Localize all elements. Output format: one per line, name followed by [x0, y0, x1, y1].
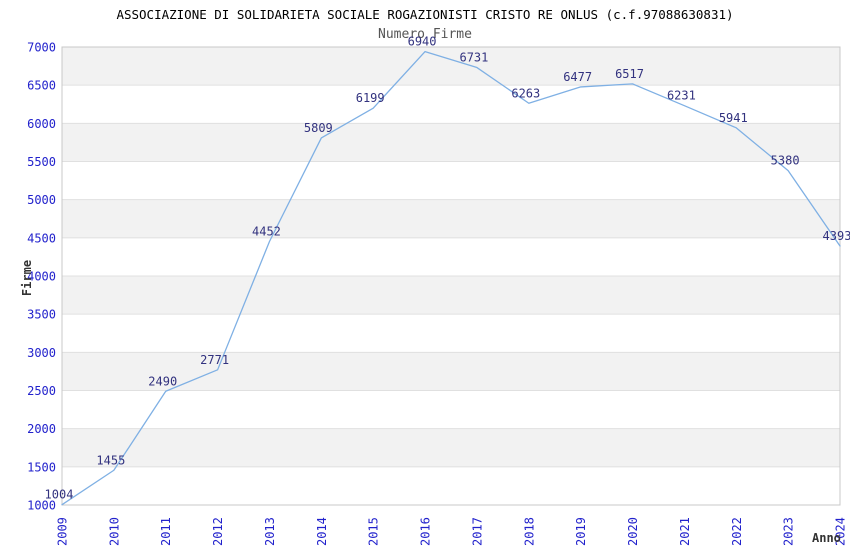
point-label: 6199 [356, 91, 385, 105]
plot-band [62, 123, 840, 162]
x-tick-label: 2024 [834, 517, 848, 546]
y-tick-label: 5500 [27, 155, 56, 169]
x-tick-label: 2014 [315, 517, 329, 546]
chart-title: ASSOCIAZIONE DI SOLIDARIETA SOCIALE ROGA… [116, 7, 734, 22]
point-label: 4452 [252, 224, 281, 238]
y-tick-label: 4500 [27, 231, 56, 245]
plot-band [62, 237, 840, 276]
y-tick-label: 5000 [27, 193, 56, 207]
x-tick-label: 2016 [419, 517, 433, 546]
x-tick-label: 2010 [107, 517, 121, 546]
y-tick-label: 4000 [27, 270, 56, 284]
point-label: 2771 [200, 353, 229, 367]
y-tick-label: 2000 [27, 422, 56, 436]
x-tick-label: 2023 [782, 517, 796, 546]
plot-border [61, 46, 841, 506]
x-tick-label: 2018 [522, 517, 536, 546]
y-tick-label: 1500 [27, 460, 56, 474]
point-label: 4393 [823, 229, 850, 243]
chart-subtitle: Numero Firme [378, 27, 472, 42]
y-axis-title: Firme [20, 259, 34, 297]
y-tick-label: 1000 [27, 499, 56, 513]
point-label: 6477 [563, 70, 592, 84]
x-tick-label: 2009 [56, 517, 70, 546]
plot-band [62, 466, 840, 505]
plot-band [62, 276, 840, 315]
point-label: 6231 [667, 89, 696, 103]
point-label: 6263 [511, 86, 540, 100]
x-axis-title: Anno [812, 531, 841, 545]
plot-band [62, 161, 840, 200]
y-tick-label: 2500 [27, 384, 56, 398]
y-tick-label: 6500 [27, 79, 56, 93]
x-tick-label: 2020 [626, 517, 640, 546]
plot-band [62, 199, 840, 238]
x-tick-label: 2022 [730, 517, 744, 546]
point-label: 5941 [719, 111, 748, 125]
x-tick-label: 2011 [159, 517, 173, 546]
point-label: 1004 [45, 488, 74, 502]
x-tick-label: 2015 [367, 517, 381, 546]
plot-band [62, 352, 840, 391]
y-tick-label: 3000 [27, 346, 56, 360]
point-label: 6517 [615, 67, 644, 81]
plot-band [62, 390, 840, 429]
plot-band [62, 428, 840, 467]
data-line [61, 50, 841, 506]
plot-band [62, 47, 840, 86]
point-label: 2490 [148, 374, 177, 388]
y-tick-label: 6000 [27, 117, 56, 131]
point-label: 6731 [459, 51, 488, 65]
point-label: 5380 [771, 154, 800, 168]
point-label: 1455 [96, 453, 125, 467]
x-tick-label: 2013 [263, 517, 277, 546]
y-tick-label: 7000 [27, 41, 56, 55]
x-tick-label: 2012 [211, 517, 225, 546]
x-tick-label: 2017 [470, 517, 484, 546]
point-label: 5809 [304, 121, 333, 135]
plot-band [62, 314, 840, 353]
point-label: 6940 [408, 35, 437, 49]
x-tick-label: 2019 [574, 517, 588, 546]
x-tick-label: 2021 [678, 517, 692, 546]
y-tick-label: 3500 [27, 308, 56, 322]
